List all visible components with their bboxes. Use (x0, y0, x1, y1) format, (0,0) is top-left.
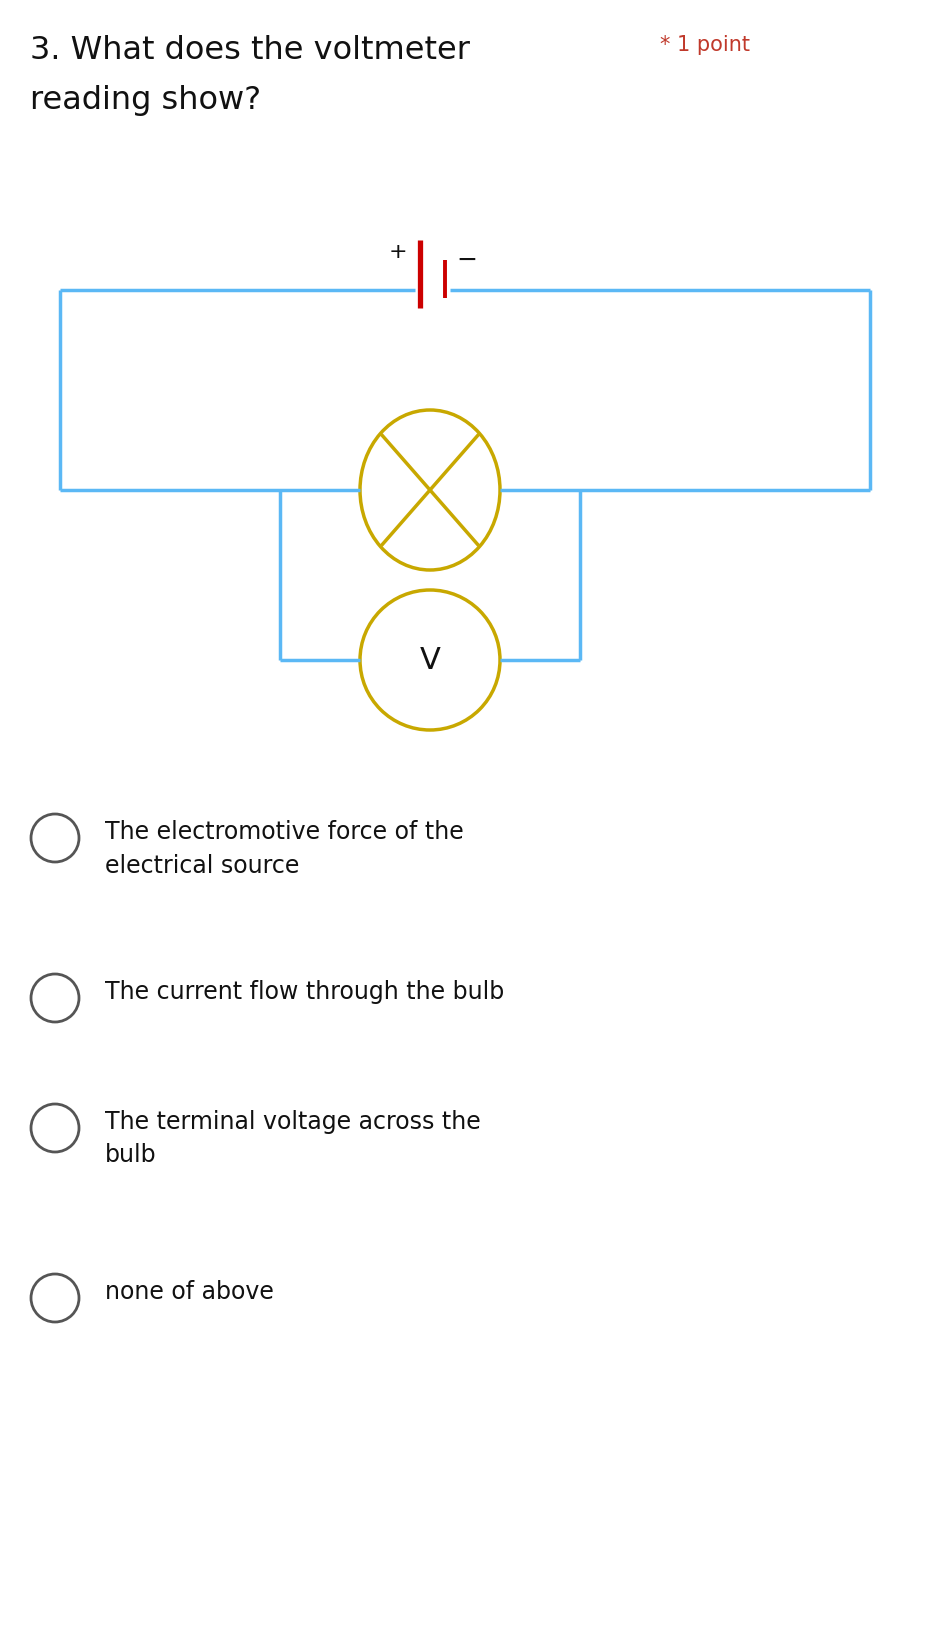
Text: −: − (457, 248, 478, 272)
Text: The terminal voltage across the
bulb: The terminal voltage across the bulb (105, 1109, 481, 1168)
Text: reading show?: reading show? (30, 85, 261, 116)
Text: * 1 point: * 1 point (660, 34, 750, 55)
Text: V: V (420, 645, 441, 674)
Text: none of above: none of above (105, 1280, 274, 1303)
Text: The current flow through the bulb: The current flow through the bulb (105, 981, 504, 1003)
Text: 3. What does the voltmeter: 3. What does the voltmeter (30, 34, 470, 67)
Text: +: + (389, 243, 408, 262)
Text: The electromotive force of the
electrical source: The electromotive force of the electrica… (105, 819, 464, 878)
